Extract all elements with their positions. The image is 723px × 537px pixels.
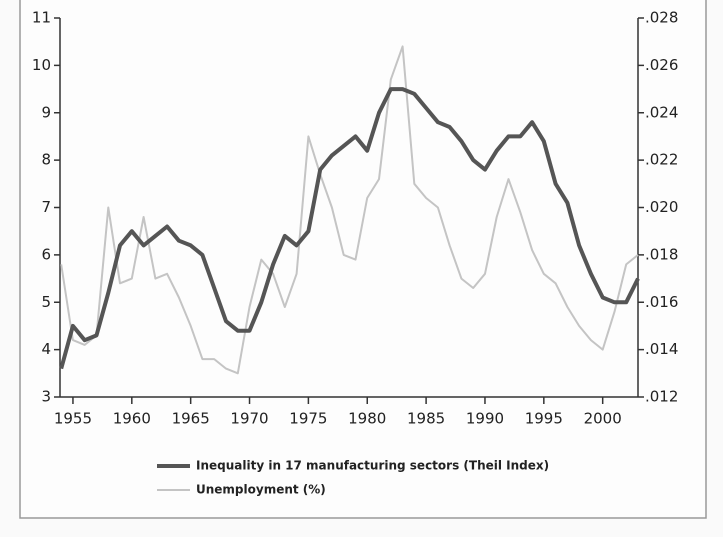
- x-tick-label: 1995: [525, 410, 563, 428]
- x-tick-label: 1990: [466, 410, 504, 428]
- y2-tick-label: .024: [645, 103, 678, 121]
- y-tick-label: 5: [41, 293, 51, 311]
- x-tick-label: 1970: [230, 410, 268, 428]
- y2-tick-label: .016: [645, 293, 678, 311]
- x-tick-label: 1980: [348, 410, 386, 428]
- x-tick-label: 2000: [584, 410, 622, 428]
- series-line: [60, 45, 639, 375]
- y2-tick-label: .028: [645, 9, 678, 27]
- y-tick-label: 7: [41, 198, 51, 216]
- y2-tick-label: .014: [645, 340, 678, 358]
- y-tick-label: 3: [41, 388, 51, 406]
- legend-label: Unemployment (%): [196, 483, 326, 497]
- y2-tick-label: .018: [645, 245, 678, 263]
- x-tick-label: 1965: [172, 410, 210, 428]
- legend-label: Inequality in 17 manufacturing sectors (…: [196, 459, 549, 473]
- y-tick-label: 6: [41, 245, 51, 263]
- y-tick-label: 10: [32, 56, 51, 74]
- y2-tick-label: .020: [645, 198, 678, 216]
- y2-tick-label: .012: [645, 388, 678, 406]
- x-tick-label: 1955: [54, 410, 92, 428]
- series-line: [59, 87, 640, 370]
- y2-tick-label: .026: [645, 56, 678, 74]
- y-tick-label: 8: [41, 151, 51, 169]
- x-tick-label: 1960: [113, 410, 151, 428]
- x-tick-label: 1975: [289, 410, 327, 428]
- y2-tick-label: .022: [645, 151, 678, 169]
- y-tick-label: 4: [41, 340, 51, 358]
- y-tick-label: 11: [32, 9, 51, 27]
- frame: [19, 0, 707, 519]
- y-tick-label: 9: [41, 103, 51, 121]
- x-tick-label: 1985: [407, 410, 445, 428]
